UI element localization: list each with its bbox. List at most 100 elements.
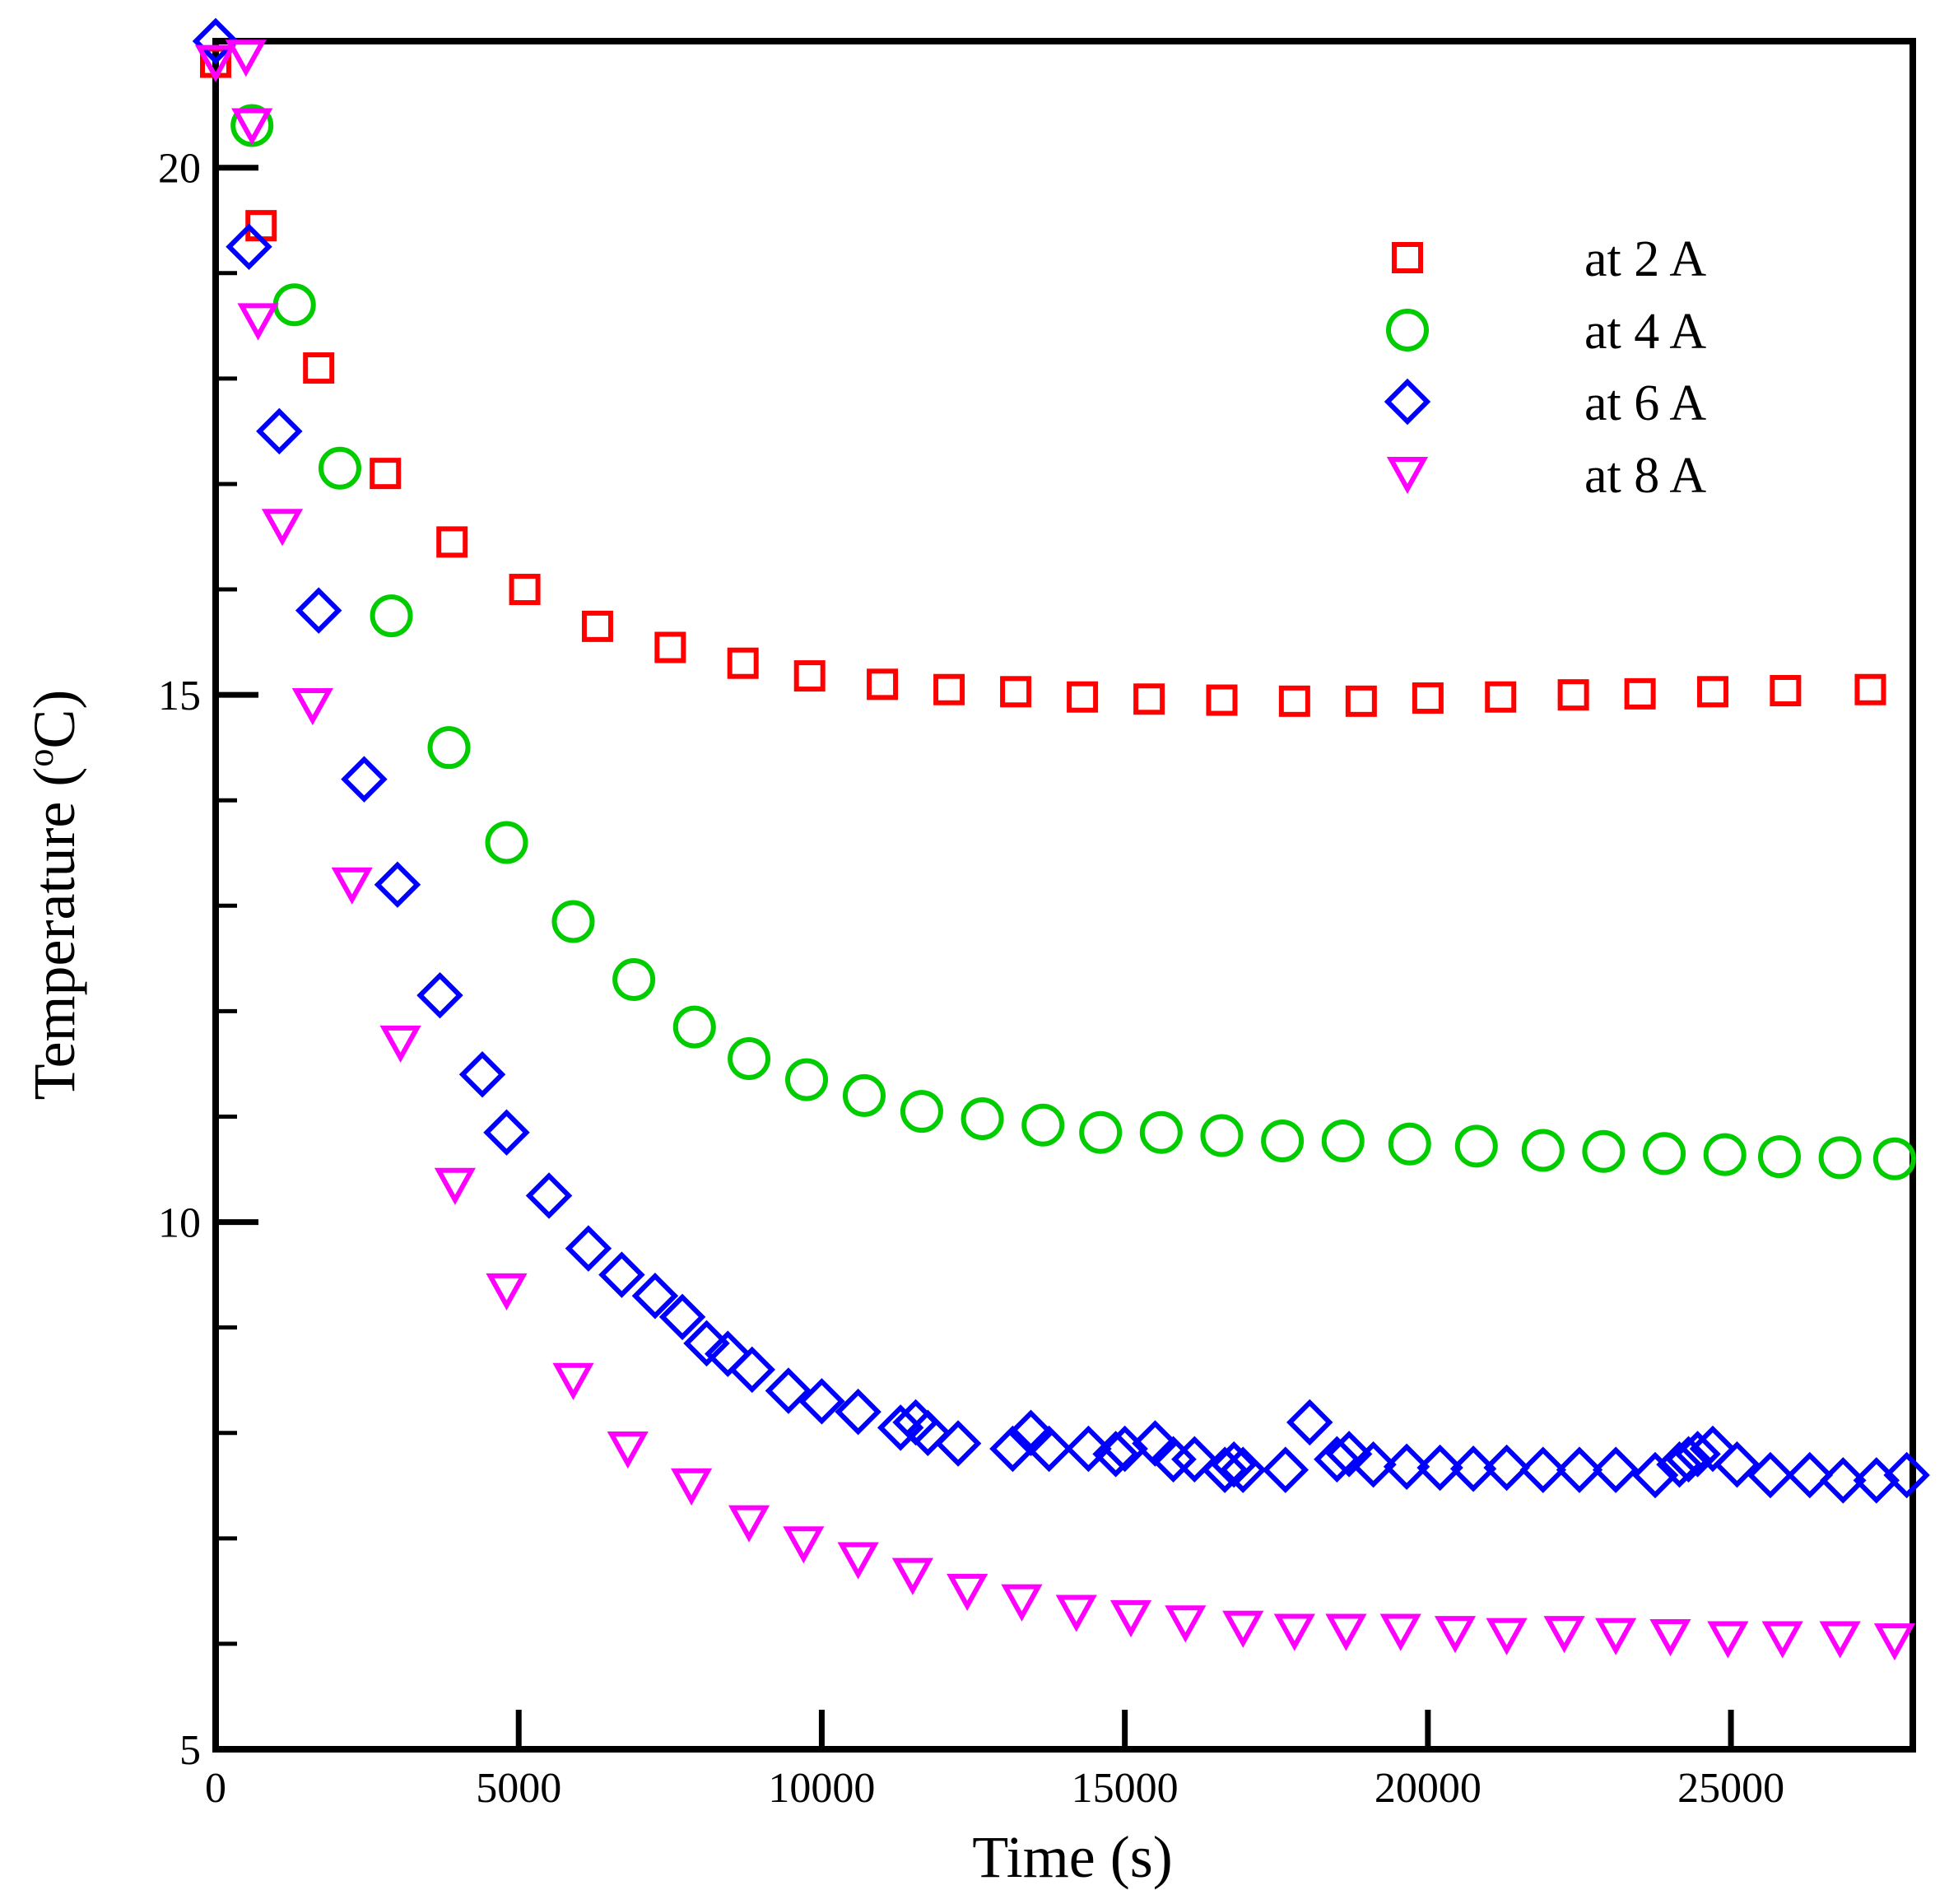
- legend-marker-shape: [1384, 378, 1431, 426]
- data-point: [728, 1346, 775, 1394]
- data-point: [1543, 1616, 1585, 1654]
- data-point: [1649, 1618, 1691, 1657]
- data-point: [989, 1425, 1036, 1473]
- data-point: [1388, 1122, 1431, 1166]
- y-axis-title-unit: C): [21, 690, 87, 749]
- data-point: [1273, 1613, 1315, 1651]
- data-point: [1665, 1436, 1712, 1483]
- data-point: [436, 526, 468, 558]
- data-point: [798, 1378, 845, 1425]
- data-point: [612, 957, 656, 1001]
- data-point: [947, 1573, 988, 1612]
- data-point: [877, 1404, 924, 1451]
- data-point: [1449, 1445, 1497, 1492]
- data-point: [1485, 681, 1517, 713]
- data-point: [458, 1051, 506, 1098]
- data-point: [1557, 679, 1589, 711]
- data-point: [1065, 1425, 1112, 1473]
- data-point: [867, 668, 899, 701]
- data-point: [1109, 1599, 1152, 1638]
- data-point: [1222, 1610, 1264, 1648]
- data-point: [837, 1542, 879, 1580]
- data-point: [1454, 1124, 1498, 1168]
- data-point: [1079, 1110, 1123, 1154]
- data-point: [1314, 1436, 1361, 1483]
- data-point: [485, 821, 528, 864]
- x-tick-label: 5000: [476, 1765, 561, 1812]
- data-point: [783, 1526, 825, 1564]
- data-point: [728, 1037, 771, 1081]
- data-point: [427, 726, 471, 770]
- data-point: [1707, 1621, 1749, 1659]
- data-point: [670, 1468, 713, 1506]
- plot-frame: [212, 38, 1916, 1753]
- data-point: [416, 971, 463, 1019]
- data-point: [1592, 1446, 1640, 1493]
- data-point: [1383, 1443, 1430, 1490]
- data-point: [1200, 1114, 1244, 1157]
- data-point: [1021, 1103, 1065, 1147]
- data-point: [226, 223, 272, 271]
- data-point: [1819, 1621, 1861, 1659]
- series-at-6-a: [192, 17, 1930, 1504]
- data-point: [1133, 683, 1165, 715]
- data-point: [434, 1167, 476, 1205]
- data-point: [672, 1005, 716, 1049]
- data-point: [654, 631, 686, 663]
- data-point: [565, 1225, 612, 1272]
- legend-marker-shape: [1386, 457, 1429, 495]
- data-point: [370, 458, 402, 490]
- data-point: [486, 1273, 528, 1311]
- legend-marker-triangle: [1386, 457, 1429, 495]
- legend-marker-diamond: [1384, 378, 1431, 426]
- legend-entry-2a: at 2 A: [1392, 231, 1706, 287]
- data-point: [379, 1025, 421, 1063]
- data-point: [683, 1320, 730, 1367]
- data-point: [1092, 1431, 1139, 1478]
- data-point: [1139, 1110, 1183, 1154]
- data-point: [1000, 676, 1032, 708]
- data-point: [1483, 1444, 1530, 1492]
- data-point: [1873, 1623, 1916, 1661]
- data-point: [1261, 1119, 1305, 1162]
- data-point: [509, 574, 541, 606]
- data-point: [727, 647, 759, 679]
- y-axis-ticks: 5 10 15 20: [158, 146, 258, 1774]
- data-point: [261, 509, 304, 547]
- data-point: [1689, 1425, 1737, 1473]
- data-point: [291, 687, 333, 726]
- data-point: [1521, 1129, 1565, 1172]
- data-point: [934, 1420, 982, 1467]
- data-point: [231, 108, 273, 146]
- data-point: [374, 861, 421, 908]
- data-point: [728, 1505, 770, 1543]
- data-point: [1696, 676, 1728, 708]
- data-point: [1595, 1618, 1637, 1655]
- data-points: [192, 17, 1930, 1661]
- data-point: [1210, 1441, 1258, 1488]
- data-point: [256, 407, 303, 455]
- data-point: [552, 1362, 594, 1400]
- data-point: [1325, 1431, 1373, 1478]
- data-point: [842, 1073, 886, 1117]
- data-point: [1582, 1129, 1626, 1173]
- data-point: [1434, 1616, 1477, 1654]
- data-point: [192, 17, 240, 65]
- x-tick-label: 20000: [1375, 1765, 1482, 1812]
- data-point: [891, 1557, 933, 1595]
- data-point: [1001, 1584, 1043, 1622]
- data-point: [225, 40, 267, 77]
- data-point: [607, 1431, 649, 1469]
- data-point: [1206, 684, 1238, 716]
- x-tick-label: 25000: [1677, 1765, 1784, 1812]
- x-tick-label: 0: [205, 1765, 226, 1812]
- data-point: [1150, 1436, 1197, 1483]
- x-tick-label: 15000: [1072, 1765, 1179, 1812]
- legend-marker-shape: [1386, 309, 1429, 351]
- data-point: [303, 352, 335, 384]
- legend: at 2 A at 4 A at 6 A at 8 A: [1384, 231, 1706, 504]
- data-point: [1201, 1446, 1249, 1493]
- data-point: [341, 756, 388, 803]
- data-point: [1883, 1451, 1930, 1499]
- data-point: [1519, 1446, 1567, 1493]
